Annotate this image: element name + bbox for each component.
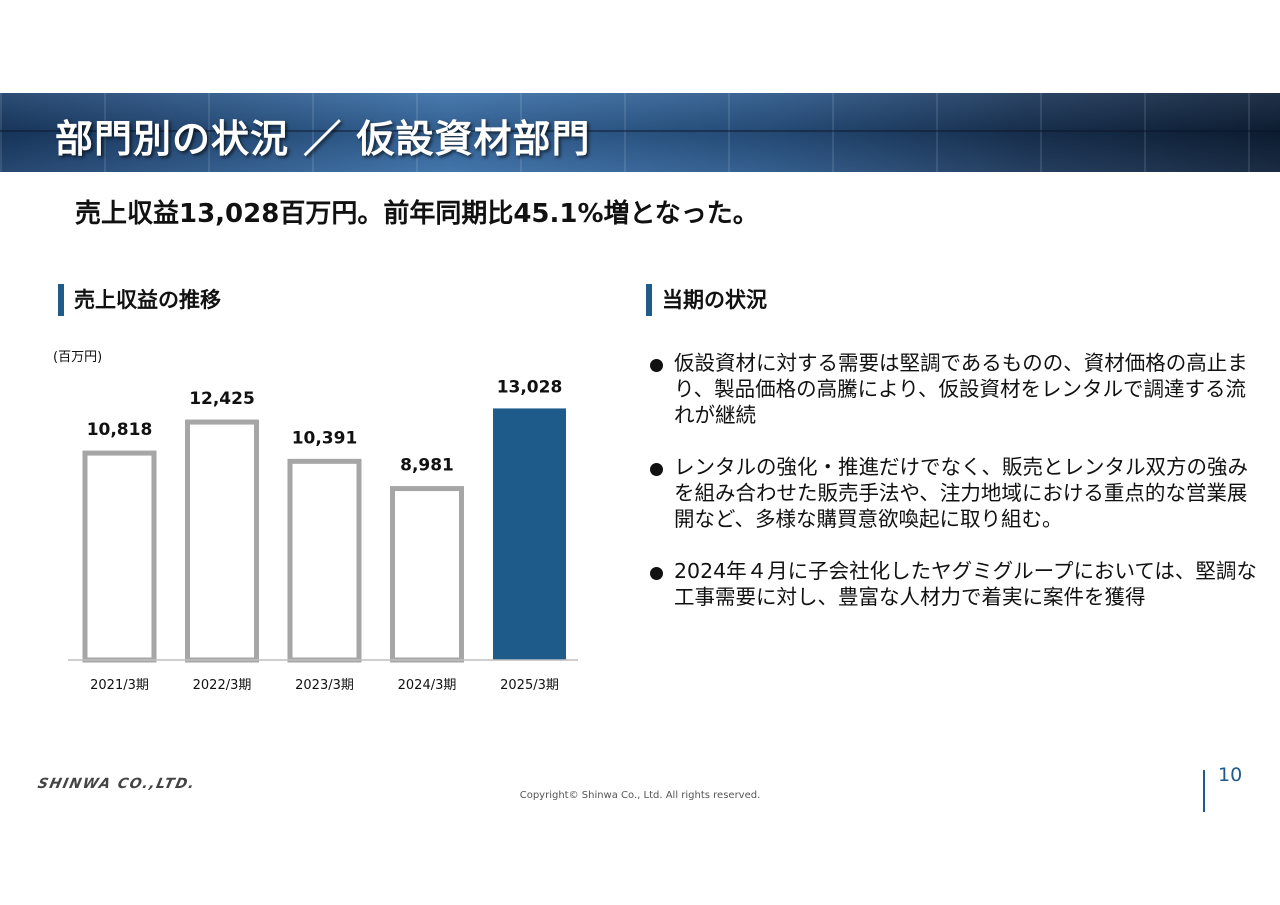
bullet-dot-icon xyxy=(650,567,663,580)
bar-value-label: 10,391 xyxy=(292,428,358,448)
category-label: 2022/3期 xyxy=(193,678,252,693)
bar-value-label: 12,425 xyxy=(189,389,255,409)
bar xyxy=(287,458,362,663)
bullet-text: 仮設資材に対する需要は堅調であるものの、資材価格の高止まり、製品価格の高騰により… xyxy=(674,351,1248,427)
category-label: 2021/3期 xyxy=(90,678,149,693)
section-title-status: 当期の状況 xyxy=(646,284,767,316)
page-title: 部門別の状況 ／ 仮設資材部門 xyxy=(55,117,591,161)
copyright-text: Copyright© Shinwa Co., Ltd. All rights r… xyxy=(519,790,761,801)
bar xyxy=(390,486,464,663)
bullet-item: レンタルの強化・推進だけでなく、販売とレンタル双方の強みを組み合わせた販売手法や… xyxy=(650,454,1265,532)
bar xyxy=(82,450,157,663)
bullet-dot-icon xyxy=(650,359,663,372)
bullet-item: 仮設資材に対する需要は堅調であるものの、資材価格の高止まり、製品価格の高騰により… xyxy=(650,350,1265,428)
bullet-text: 2024年４月に子会社化したヤグミグループにおいては、堅調な工事需要に対し、豊富… xyxy=(674,559,1257,609)
bullet-item: 2024年４月に子会社化したヤグミグループにおいては、堅調な工事需要に対し、豊富… xyxy=(650,558,1265,610)
page-number: 10 xyxy=(1218,764,1243,786)
category-label: 2025/3期 xyxy=(500,678,559,693)
headline: 売上収益13,028百万円。前年同期比45.1%増となった。 xyxy=(75,199,759,229)
title-banner: 部門別の状況 ／ 仮設資材部門 xyxy=(0,93,1280,172)
bar xyxy=(185,419,259,663)
category-label: 2024/3期 xyxy=(398,678,457,693)
banner-decor-line xyxy=(0,130,1280,132)
category-label: 2023/3期 xyxy=(295,678,354,693)
bar-value-label: 13,028 xyxy=(497,380,563,397)
bar-value-label: 8,981 xyxy=(400,456,454,476)
revenue-bar-chart: 10,818 2021/3期 12,425 2022/3期 10,391 2023/3期 8… xyxy=(68,380,578,693)
bullet-text: レンタルの強化・推進だけでなく、販売とレンタル双方の強みを組み合わせた販売手法や… xyxy=(674,455,1248,531)
section-title-revenue: 売上収益の推移 xyxy=(58,284,221,316)
page-number-divider xyxy=(1203,770,1205,812)
status-bullet-list: 仮設資材に対する需要は堅調であるものの、資材価格の高止まり、製品価格の高騰により… xyxy=(650,350,1265,636)
bullet-dot-icon xyxy=(650,463,663,476)
bar-value-label: 10,818 xyxy=(87,420,153,440)
chart-unit-label: (百万円) xyxy=(53,350,103,365)
bar xyxy=(493,408,566,660)
